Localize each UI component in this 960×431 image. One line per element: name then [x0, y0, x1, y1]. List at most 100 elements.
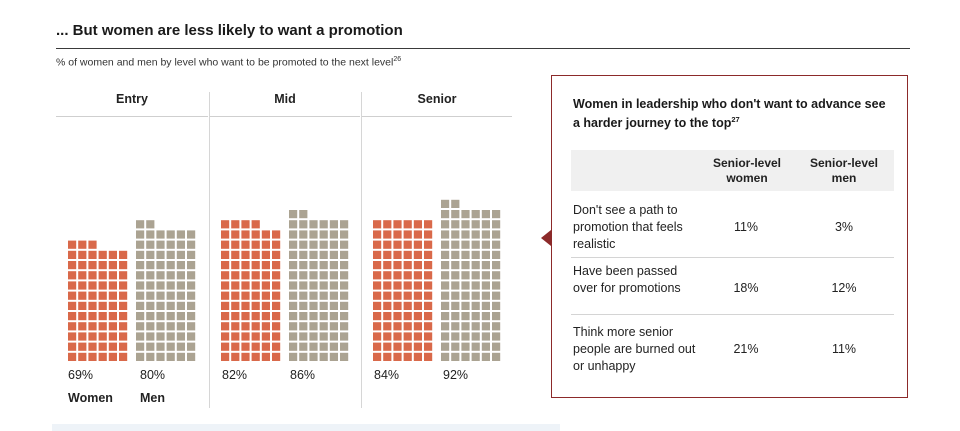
waffle-square — [393, 271, 402, 280]
footer-band — [52, 424, 560, 431]
waffle-square — [319, 250, 328, 259]
waffle-square — [166, 281, 175, 290]
waffle-square — [272, 230, 281, 239]
waffle-square — [451, 261, 460, 270]
waffle-square — [461, 291, 470, 300]
row-label: Have been passed over for promotions — [573, 264, 681, 295]
waffle-square — [383, 322, 392, 331]
waffle-square — [119, 342, 128, 351]
waffle-square — [441, 220, 450, 229]
waffle-square — [108, 332, 117, 341]
waffle-square — [98, 322, 107, 331]
waffle-square — [272, 271, 281, 280]
waffle-square — [146, 261, 155, 270]
waffle-square — [156, 230, 165, 239]
waffle-square — [176, 291, 185, 300]
waffle-square — [146, 332, 155, 341]
row-divider — [571, 257, 894, 258]
group-header-entry: Entry — [116, 92, 148, 106]
waffle-square — [241, 271, 250, 280]
waffle-square — [309, 240, 318, 249]
waffle-square — [146, 312, 155, 321]
waffle-square — [471, 301, 480, 310]
waffle-square — [413, 332, 422, 341]
waffle-square — [136, 312, 145, 321]
waffle-square — [78, 342, 87, 351]
waffle-square — [424, 240, 433, 249]
group-separator — [361, 92, 362, 408]
waffle-square — [251, 291, 260, 300]
row-value-women: 11% — [733, 220, 759, 234]
value-label-senior-men: 92% — [443, 368, 469, 382]
waffle-square — [289, 210, 298, 219]
waffle-square — [241, 240, 250, 249]
row-value-women: 18% — [733, 281, 759, 295]
column-header-men: Senior-level men — [809, 156, 879, 185]
waffle-square — [78, 281, 87, 290]
waffle-square — [241, 312, 250, 321]
waffle-square — [78, 301, 87, 310]
waffle-square — [98, 261, 107, 270]
waffle-square — [108, 291, 117, 300]
waffle-square — [146, 342, 155, 351]
waffle-square — [299, 301, 308, 310]
waffle-square — [156, 261, 165, 270]
waffle-square — [393, 250, 402, 259]
waffle-square — [471, 352, 480, 361]
waffle-square — [373, 250, 382, 259]
waffle-square — [319, 240, 328, 249]
waffle-square — [261, 281, 270, 290]
waffle-square — [299, 281, 308, 290]
waffle-square — [98, 352, 107, 361]
waffle-square — [441, 332, 450, 341]
waffle-square — [393, 352, 402, 361]
waffle-square — [241, 281, 250, 290]
waffle-square — [261, 261, 270, 270]
waffle-square — [108, 301, 117, 310]
waffle-square — [492, 301, 501, 310]
waffle-square — [289, 220, 298, 229]
waffle-square — [441, 301, 450, 310]
waffle-square — [231, 240, 240, 249]
waffle-square — [289, 342, 298, 351]
waffle-square — [251, 352, 260, 361]
waffle-square — [319, 281, 328, 290]
waffle-square — [98, 312, 107, 321]
waffle-square — [441, 240, 450, 249]
waffle-square — [78, 332, 87, 341]
waffle-square — [187, 301, 196, 310]
waffle-square — [424, 230, 433, 239]
waffle-square — [413, 261, 422, 270]
waffle-square — [119, 301, 128, 310]
waffle-square — [403, 352, 412, 361]
waffle-square — [340, 301, 349, 310]
waffle-square — [98, 342, 107, 351]
group-rule-mid — [210, 116, 360, 117]
waffle-square — [119, 261, 128, 270]
waffle-square — [492, 352, 501, 361]
waffle-square — [241, 230, 250, 239]
panel-pointer — [541, 230, 551, 246]
waffle-square — [187, 281, 196, 290]
waffle-square — [319, 291, 328, 300]
waffle-square — [156, 240, 165, 249]
waffle-square — [451, 352, 460, 361]
waffle-square — [166, 352, 175, 361]
waffle-square — [492, 312, 501, 321]
waffle-square — [319, 342, 328, 351]
waffle-square — [471, 220, 480, 229]
waffle-square — [98, 250, 107, 259]
waffle-square — [289, 261, 298, 270]
waffle-square — [383, 352, 392, 361]
waffle-square — [424, 250, 433, 259]
row-divider — [571, 314, 894, 315]
waffle-square — [68, 301, 77, 310]
waffle-square — [78, 271, 87, 280]
waffle-square — [156, 352, 165, 361]
waffle-square — [272, 352, 281, 361]
row-label: Don't see a path to promotion that feels… — [573, 203, 683, 251]
waffle-square — [329, 261, 338, 270]
waffle-square — [221, 240, 230, 249]
waffle-square — [272, 332, 281, 341]
waffle-square — [289, 281, 298, 290]
